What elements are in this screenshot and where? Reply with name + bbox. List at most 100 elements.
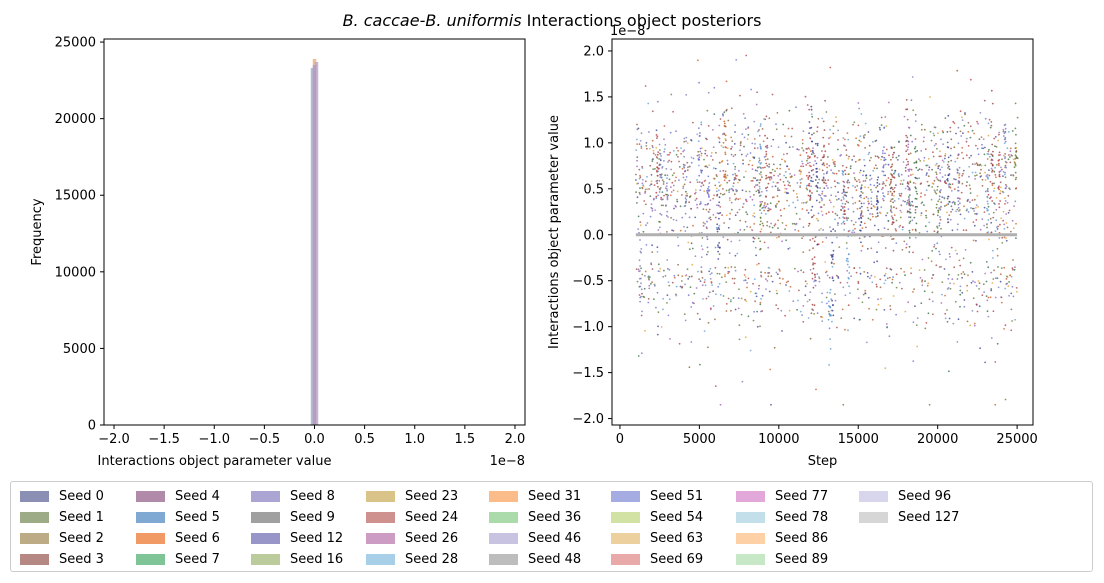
scatter-point bbox=[997, 186, 1000, 189]
scatter-point bbox=[908, 200, 911, 203]
scatter-point bbox=[986, 158, 989, 160]
scatter-point bbox=[906, 148, 909, 151]
scatter-point bbox=[935, 176, 938, 179]
scatter-point bbox=[807, 194, 810, 197]
scatter-point bbox=[798, 170, 801, 172]
scatter-point bbox=[1005, 278, 1008, 280]
scatter-point bbox=[920, 212, 923, 215]
scatter-point bbox=[908, 194, 911, 197]
scatter-point bbox=[784, 314, 786, 317]
scatter-point bbox=[718, 253, 721, 256]
legend-label: Seed 26 bbox=[405, 530, 459, 546]
scatter-point bbox=[793, 174, 796, 176]
scatter-point bbox=[766, 224, 768, 227]
scatter-point bbox=[844, 169, 846, 172]
suptitle-italic: B. caccae-B. uniformis bbox=[343, 11, 522, 30]
scatter-point bbox=[810, 180, 813, 182]
scatter-point bbox=[708, 196, 710, 198]
scatter-point bbox=[712, 146, 715, 149]
scatter-point bbox=[943, 205, 946, 207]
scatter-point bbox=[808, 148, 811, 151]
scatter-point bbox=[746, 225, 748, 228]
scatter-point bbox=[745, 155, 748, 157]
scatter-point bbox=[1005, 237, 1007, 240]
scatter-point bbox=[848, 285, 850, 288]
scatter-point bbox=[650, 203, 653, 206]
scatter-point bbox=[840, 205, 843, 208]
scatter-point bbox=[717, 244, 719, 247]
scatter-point bbox=[668, 153, 670, 156]
scatter-point bbox=[762, 224, 765, 227]
scatter-point bbox=[895, 156, 898, 159]
scatter-point bbox=[909, 134, 912, 137]
scatter-point bbox=[732, 173, 734, 176]
scatter-point bbox=[974, 174, 976, 177]
scatter-point bbox=[961, 146, 964, 149]
scatter-point bbox=[759, 240, 762, 243]
legend-label: Seed 36 bbox=[528, 509, 582, 525]
scatter-point bbox=[953, 188, 956, 191]
scatter-point bbox=[897, 174, 900, 176]
scatter-point bbox=[760, 162, 762, 164]
scatter-point bbox=[1004, 127, 1007, 130]
scatter-point bbox=[773, 224, 776, 227]
scatter-point bbox=[774, 185, 777, 188]
scatter-point bbox=[659, 221, 661, 223]
scatter-point bbox=[659, 149, 661, 151]
x-tick-label: 20000 bbox=[917, 432, 958, 447]
scatter-point bbox=[640, 288, 643, 291]
scatter-point bbox=[890, 165, 893, 168]
scatter-point bbox=[866, 247, 869, 250]
scatter-point bbox=[963, 273, 966, 276]
legend-swatch bbox=[136, 532, 165, 544]
scatter-point bbox=[1004, 156, 1006, 158]
scatter-point bbox=[923, 128, 926, 131]
scatter-point bbox=[785, 281, 788, 284]
scatter-point bbox=[996, 254, 999, 257]
x-tick-label: 0 bbox=[616, 432, 624, 447]
scatter-point bbox=[802, 271, 805, 274]
scatter-point bbox=[756, 325, 759, 328]
scatter-point bbox=[887, 228, 889, 231]
scatter-point bbox=[728, 271, 731, 273]
scatter-point bbox=[650, 174, 653, 176]
scatter-point bbox=[637, 228, 640, 231]
scatter-point bbox=[939, 150, 941, 153]
scatter-point bbox=[699, 150, 702, 153]
scatter-point bbox=[807, 157, 809, 160]
scatter-point bbox=[886, 212, 889, 214]
scatter-point bbox=[948, 168, 951, 171]
scatter-point bbox=[871, 213, 874, 216]
scatter-point bbox=[860, 140, 862, 143]
scatter-point bbox=[920, 302, 923, 305]
scatter-point bbox=[845, 149, 848, 151]
scatter-point bbox=[842, 221, 844, 224]
scatter-point bbox=[919, 195, 922, 198]
scatter-point bbox=[937, 167, 940, 170]
scatter-point bbox=[660, 155, 662, 157]
scatter-point bbox=[751, 168, 754, 171]
scatter-point bbox=[959, 213, 962, 216]
scatter-point bbox=[659, 267, 662, 270]
scatter-point bbox=[890, 268, 893, 271]
scatter-point bbox=[725, 80, 728, 83]
scatter-point bbox=[1012, 158, 1015, 161]
scatter-point bbox=[758, 166, 761, 168]
scatter-point bbox=[826, 274, 829, 277]
scatter-point bbox=[870, 247, 873, 250]
scatter-point bbox=[673, 172, 675, 175]
scatter-point bbox=[839, 281, 842, 284]
scatter-point bbox=[725, 139, 727, 142]
scatter-point bbox=[782, 123, 785, 126]
scatter-point bbox=[912, 109, 915, 112]
scatter-point bbox=[645, 145, 648, 147]
scatter-point bbox=[696, 206, 699, 209]
scatter-point bbox=[714, 167, 717, 170]
y-tick-label: 0.5 bbox=[583, 182, 604, 197]
scatter-point bbox=[981, 185, 984, 187]
scatter-point bbox=[765, 205, 768, 208]
scatter-point bbox=[860, 190, 863, 193]
scatter-point bbox=[705, 226, 708, 229]
scatter-point bbox=[725, 108, 728, 111]
scatter-point bbox=[768, 272, 771, 274]
